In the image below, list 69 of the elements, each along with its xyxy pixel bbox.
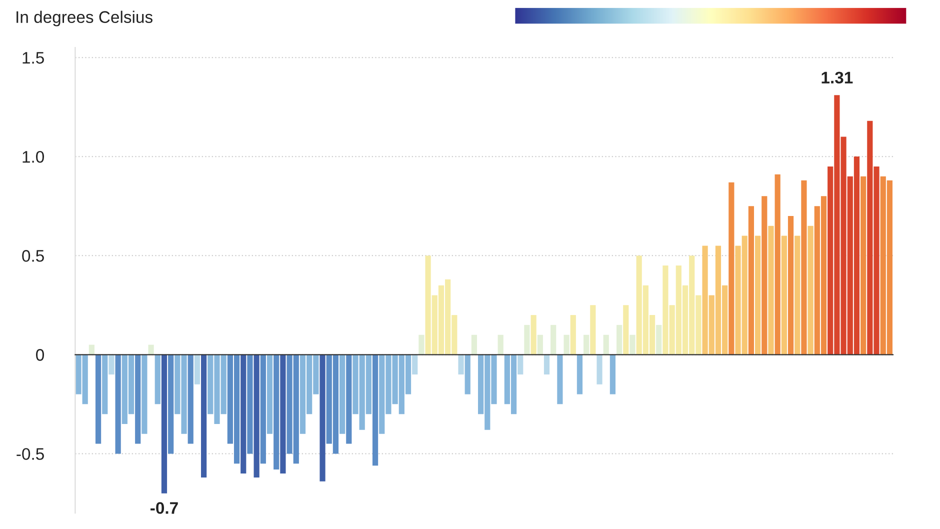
- bar: [616, 324, 622, 355]
- bar: [544, 354, 550, 374]
- bar: [788, 216, 794, 355]
- bar: [596, 354, 602, 384]
- bar: [340, 354, 346, 434]
- bar: [201, 354, 207, 478]
- bar: [161, 354, 168, 494]
- bar: [240, 354, 246, 474]
- bar: [464, 354, 470, 394]
- bar: [801, 180, 807, 355]
- data-label: -0.7: [150, 502, 178, 514]
- bar: [748, 206, 754, 355]
- y-tick-label: 0: [36, 349, 44, 361]
- bar: [781, 236, 787, 355]
- bar: [762, 196, 768, 355]
- bar: [537, 334, 543, 355]
- bar: [728, 182, 734, 355]
- bar: [610, 354, 616, 394]
- bar: [412, 354, 418, 374]
- bar: [656, 324, 662, 355]
- bar: [458, 354, 464, 374]
- y-tick-label: 1.0: [22, 150, 44, 163]
- bar: [372, 354, 378, 466]
- y-tick-label: 1.5: [22, 52, 44, 64]
- bar: [418, 334, 424, 355]
- bar: [346, 354, 352, 444]
- y-tick-label: 0.5: [22, 250, 44, 262]
- bar: [274, 354, 280, 470]
- bar: [860, 176, 866, 355]
- bar: [576, 354, 583, 394]
- bar: [570, 315, 576, 355]
- bar: [280, 354, 286, 474]
- bar: [148, 344, 154, 355]
- chart-subtitle: In degrees Celsius: [16, 10, 152, 26]
- bar: [254, 354, 260, 478]
- bar: [808, 226, 814, 355]
- bar: [754, 236, 761, 355]
- bar: [135, 354, 141, 444]
- bar: [168, 354, 174, 454]
- bar: [530, 315, 536, 355]
- bar: [142, 354, 148, 434]
- bar: [266, 354, 273, 434]
- bar: [794, 236, 800, 355]
- bar: [95, 354, 102, 444]
- y-tick-label: -0.5: [16, 448, 44, 460]
- bar: [471, 334, 478, 355]
- bar: [154, 354, 160, 404]
- bar: [557, 354, 563, 404]
- bar: [194, 354, 200, 384]
- bar: [115, 354, 121, 454]
- bar: [774, 174, 780, 355]
- bar: [108, 354, 114, 374]
- bar: [564, 334, 570, 355]
- data-label: 1.31: [822, 72, 853, 84]
- bar: [768, 226, 774, 355]
- bar: [603, 334, 609, 355]
- bar: [623, 305, 629, 355]
- bar: [320, 354, 326, 482]
- bar: [498, 334, 504, 355]
- bar: [102, 354, 108, 414]
- bar: [524, 324, 530, 355]
- bar: [590, 305, 596, 355]
- bar: [260, 354, 266, 464]
- bar: [188, 354, 194, 444]
- bar: [630, 334, 636, 355]
- bar: [247, 354, 253, 454]
- bar: [584, 334, 590, 355]
- bar: [550, 324, 556, 355]
- bar: [518, 354, 524, 374]
